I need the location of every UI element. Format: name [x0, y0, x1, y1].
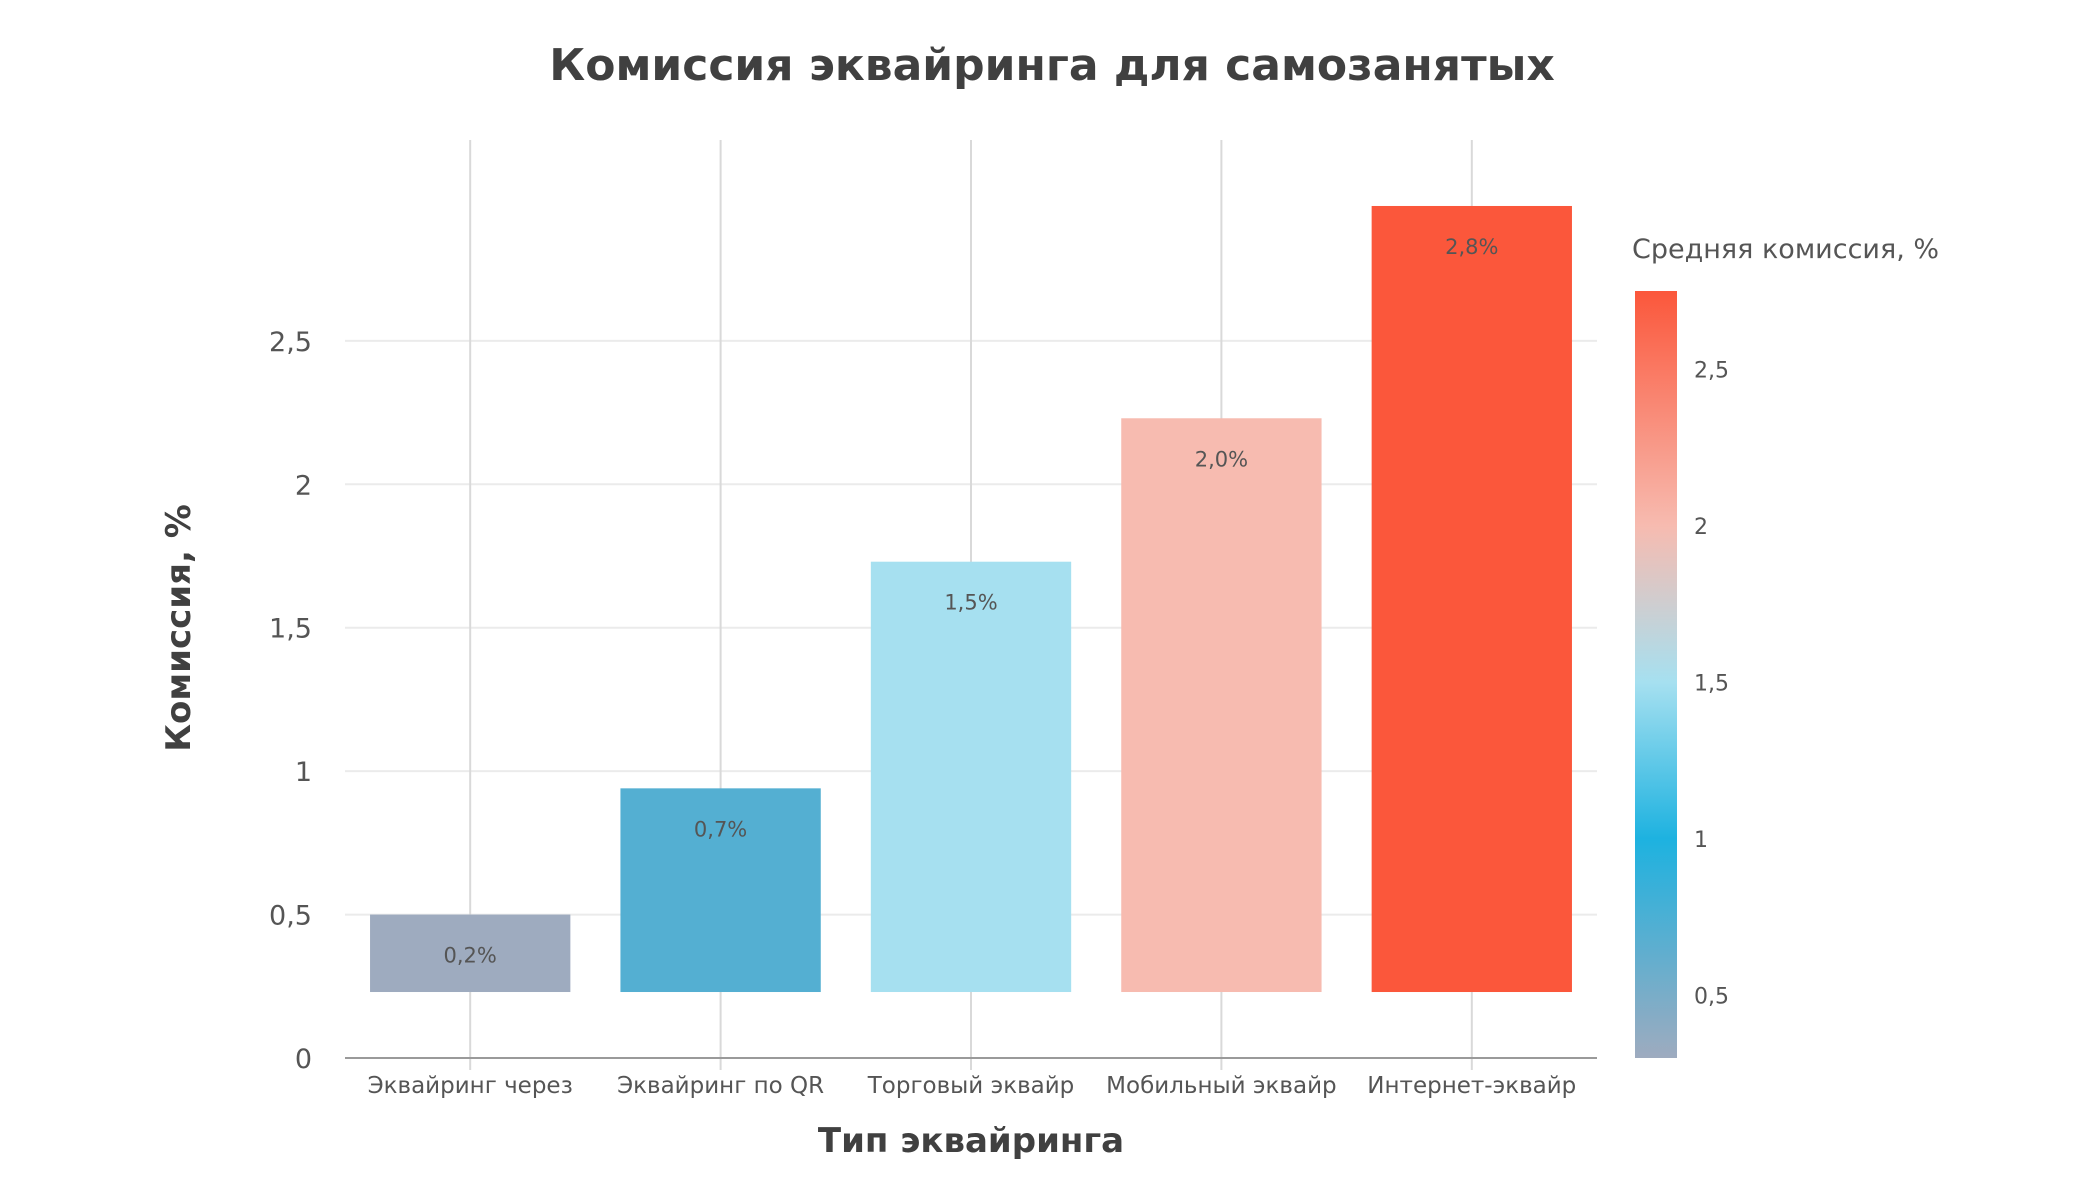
chart-title: Комиссия эквайринга для самозанятых — [549, 40, 1554, 91]
x-tick-label: Эквайринг через — [368, 1073, 573, 1099]
bar — [620, 788, 821, 993]
bar-data-label: 1,5% — [944, 591, 997, 615]
x-tick-label: Эквайринг по QR — [617, 1073, 824, 1099]
x-axis-ticks: Эквайринг через Эквайринг по QR Торговый э… — [368, 1073, 1577, 1099]
y-tick-label: 0,5 — [269, 901, 312, 932]
bar-data-label: 0,7% — [694, 817, 747, 841]
color-legend: Средняя комиссия, % 0,5 1 1,5 2 2,5 — [1632, 234, 1939, 1058]
legend-tick-label: 2,5 — [1694, 358, 1729, 383]
y-axis-title: Комиссия, % — [159, 504, 199, 752]
legend-tick-label: 1 — [1694, 828, 1708, 853]
x-tick-label: Торговый эквайр — [867, 1073, 1075, 1099]
bars — [370, 205, 1572, 993]
x-axis-title: Тип эквайринга — [818, 1121, 1124, 1161]
legend-color-bar — [1635, 291, 1677, 1058]
y-tick-label: 1 — [295, 757, 312, 788]
x-tick-label: Интернет-эквайр — [1367, 1073, 1576, 1099]
y-axis-ticks: 0 0,5 1 1,5 2 2,5 — [269, 327, 312, 1075]
bar-data-label: 2,0% — [1195, 447, 1248, 471]
y-tick-label: 2 — [295, 470, 312, 501]
legend-tick-label: 1,5 — [1694, 671, 1729, 696]
legend-title: Средняя комиссия, % — [1632, 234, 1939, 265]
y-tick-label: 2,5 — [269, 327, 312, 358]
x-tick-label: Мобильный эквайр — [1106, 1073, 1336, 1099]
bar — [370, 914, 571, 993]
legend-tick-label: 2 — [1694, 515, 1708, 540]
legend-tick-label: 0,5 — [1694, 984, 1729, 1009]
bar — [1371, 205, 1572, 993]
bar-data-label: 2,8% — [1445, 235, 1498, 259]
y-tick-label: 0 — [295, 1044, 312, 1075]
y-tick-label: 1,5 — [269, 614, 312, 645]
bar — [870, 561, 1072, 993]
bar — [1121, 418, 1322, 993]
bar-labels: 0,2% 0,7% 1,5% 2,0% 2,8% — [444, 235, 1499, 968]
bar-data-label: 0,2% — [444, 944, 497, 968]
legend-ticks: 0,5 1 1,5 2 2,5 — [1694, 358, 1729, 1009]
